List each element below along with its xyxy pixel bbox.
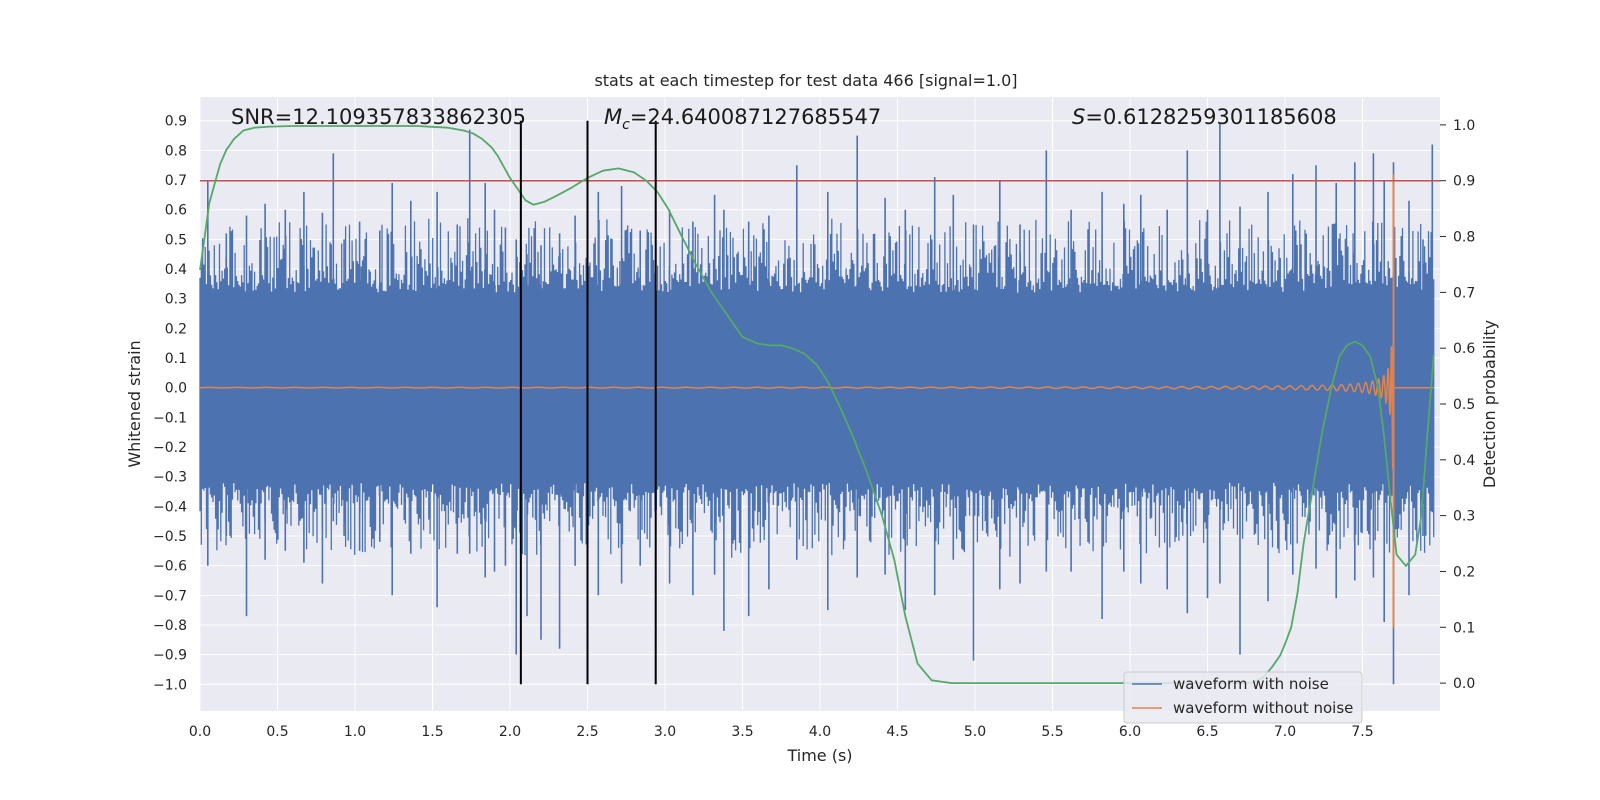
y-tick-label: −0.5 — [153, 529, 187, 545]
y-axis-label: Whitened strain — [125, 340, 144, 467]
legend: waveform with noise waveform without noi… — [1123, 671, 1363, 724]
y2-axis-label: Detection probability — [1480, 320, 1499, 488]
y-tick-label: 0.7 — [165, 173, 187, 189]
vertical-markers — [519, 120, 657, 685]
detection-probability-line — [199, 125, 1435, 684]
y2-tick-label: 0.6 — [1453, 341, 1475, 357]
y-tick-label: 0.2 — [165, 321, 187, 337]
x-tick-label: 4.0 — [809, 724, 831, 740]
y-tick-label: 0.9 — [165, 114, 187, 130]
y-tick-label: −0.8 — [153, 618, 187, 634]
x-tick-label: 2.0 — [499, 724, 521, 740]
x-tick-label: 5.0 — [964, 724, 986, 740]
s-symbol: S — [1072, 105, 1085, 129]
chirp-mass-symbol: M — [604, 105, 622, 129]
x-tick-label: 1.0 — [344, 724, 366, 740]
y2-tick-label: 1.0 — [1453, 118, 1475, 134]
legend-box — [1123, 671, 1363, 724]
y2-tick-label: 0.4 — [1453, 453, 1475, 469]
clean-series — [199, 174, 1434, 628]
y2-tick-label: 0.3 — [1453, 509, 1475, 525]
y-tick-label: −0.2 — [153, 440, 187, 456]
x-tick-label: 0.5 — [266, 724, 288, 740]
chart-title: stats at each timestep for test data 466… — [594, 71, 1017, 90]
y2-tick-label: 0.2 — [1453, 564, 1475, 580]
y-tick-label: −0.7 — [153, 588, 187, 604]
y-tick-label: 0.4 — [165, 262, 187, 278]
x-tick-label: 2.5 — [576, 724, 598, 740]
y2-tick-label: 0.1 — [1453, 620, 1475, 636]
x-tick-label: 1.5 — [421, 724, 443, 740]
y2-tick-label: 0.5 — [1453, 397, 1475, 413]
x-tick-label: 5.5 — [1041, 724, 1063, 740]
x-tick-label: 0.0 — [189, 724, 211, 740]
y-tick-label: −0.9 — [153, 648, 187, 664]
x-tick-label: 7.0 — [1274, 724, 1296, 740]
y-tick-label: 0.1 — [165, 351, 187, 367]
x-tick-label: 6.0 — [1119, 724, 1141, 740]
x-tick-label: 6.5 — [1196, 724, 1218, 740]
y2-tick-label: 0.0 — [1453, 676, 1475, 692]
y-tick-label: 0.6 — [165, 203, 187, 219]
x-tick-labels: 0.0 0.5 1.0 1.5 2.0 2.5 3.0 3.5 4.0 4.5 5.0 5.5 6.0 6… — [189, 724, 1374, 740]
y2-tick-label: 0.9 — [1453, 174, 1475, 190]
chirp-mass-subscript: c — [622, 117, 630, 133]
x-tick-label: 7.5 — [1351, 724, 1373, 740]
y-tick-label: −0.6 — [153, 559, 187, 575]
y-tick-label: 0.0 — [165, 381, 187, 397]
probability-series — [199, 125, 1435, 684]
chirp-mass-annotation: Mc=24.640087127685547 — [604, 105, 881, 133]
y2-tick-labels: 1.0 0.9 0.8 0.7 0.6 0.5 0.4 0.3 0.2 0.1 0.0 — [1440, 118, 1475, 692]
y-tick-label: −0.1 — [153, 410, 187, 426]
s-value: =0.6128259301185608 — [1085, 105, 1336, 129]
y2-tick-label: 0.8 — [1453, 230, 1475, 246]
y-tick-label: −1.0 — [153, 677, 187, 693]
chirp-mass-value: =24.640087127685547 — [630, 105, 881, 129]
x-tick-label: 4.5 — [886, 724, 908, 740]
y-tick-label: 0.5 — [165, 232, 187, 248]
s-annotation: S=0.6128259301185608 — [1072, 105, 1337, 129]
y-tick-label: −0.3 — [153, 470, 187, 486]
legend-label-clean: waveform without noise — [1173, 699, 1353, 717]
y2-tick-label: 0.7 — [1453, 285, 1475, 301]
legend-label-noise: waveform with noise — [1173, 675, 1329, 693]
y-tick-labels: 0.9 0.8 0.7 0.6 0.5 0.4 0.3 0.2 0.1 0.0 −0.1 −0.2 −0… — [153, 114, 187, 694]
snr-annotation: SNR=12.109357833862305 — [231, 105, 526, 129]
y-tick-label: 0.8 — [165, 143, 187, 159]
x-tick-label: 3.0 — [654, 724, 676, 740]
y-tick-label: 0.3 — [165, 292, 187, 308]
y-tick-label: −0.4 — [153, 499, 187, 515]
x-axis-label: Time (s) — [786, 746, 852, 765]
x-tick-label: 3.5 — [731, 724, 753, 740]
clean-waveform — [199, 345, 1434, 469]
